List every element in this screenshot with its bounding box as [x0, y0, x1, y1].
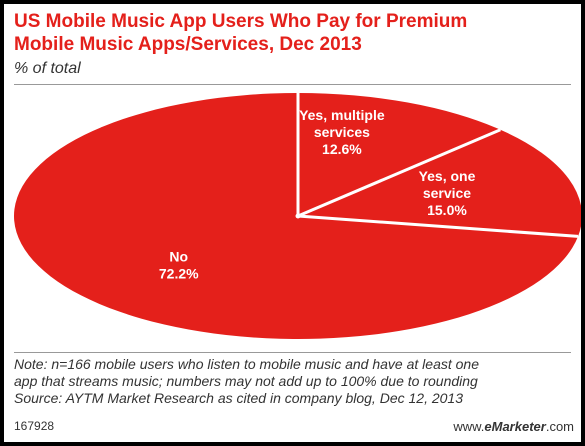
note-line-2: app that streams music; numbers may not … — [14, 373, 478, 389]
pie-divider-one-service — [297, 128, 501, 218]
slice-name-no: No — [169, 249, 188, 265]
slice-name-multiple-services: services — [314, 124, 370, 140]
pie-dividers — [295, 93, 579, 238]
slice-value-no: 72.2% — [159, 266, 199, 282]
slice-label-one-service: Yes, one service 15.0% — [419, 168, 476, 218]
slice-name-one-service: Yes, one — [419, 168, 476, 184]
source-line: Source: AYTM Market Research as cited in… — [14, 390, 463, 406]
slice-label-multiple-services: Yes, multiple services 12.6% — [299, 107, 385, 157]
emarketer-logo[interactable]: www.eMarketer.com — [453, 419, 574, 434]
slice-value-multiple-services: 12.6% — [322, 141, 362, 157]
chart-subtitle: % of total — [14, 60, 81, 77]
slice-name-multiple-services: Yes, multiple — [299, 107, 385, 123]
slice-name-one-service: service — [423, 185, 471, 201]
top-divider — [14, 84, 571, 85]
pie-slice-multiple-services — [298, 93, 501, 216]
brand-prefix: www. — [453, 419, 485, 434]
chart-id: 167928 — [14, 419, 55, 433]
chart-notes: Note: n=166 mobile users who listen to m… — [14, 356, 579, 407]
pie-slice-one-service — [298, 129, 581, 237]
slice-label-no: No 72.2% — [159, 249, 199, 282]
pie-labels: Yes, multiple services 12.6%Yes, one servic… — [159, 107, 476, 282]
chart-title: US Mobile Music App Users Who Pay for Pr… — [14, 10, 574, 56]
chart-title-line2: Mobile Music Apps/Services, Dec 2013 — [14, 34, 362, 55]
chart-title-line1: US Mobile Music App Users Who Pay for Pr… — [14, 11, 468, 32]
pie-center-dot — [295, 213, 301, 219]
pie-divider-no — [297, 214, 579, 238]
note-line-1: Note: n=166 mobile users who listen to m… — [14, 356, 479, 372]
pie-chart: Yes, multiple services 12.6%Yes, one servic… — [14, 93, 581, 339]
brand-name: eMarketer — [484, 419, 546, 434]
slice-value-one-service: 15.0% — [427, 202, 467, 218]
bottom-divider — [14, 352, 571, 353]
brand-suffix: .com — [545, 419, 574, 434]
